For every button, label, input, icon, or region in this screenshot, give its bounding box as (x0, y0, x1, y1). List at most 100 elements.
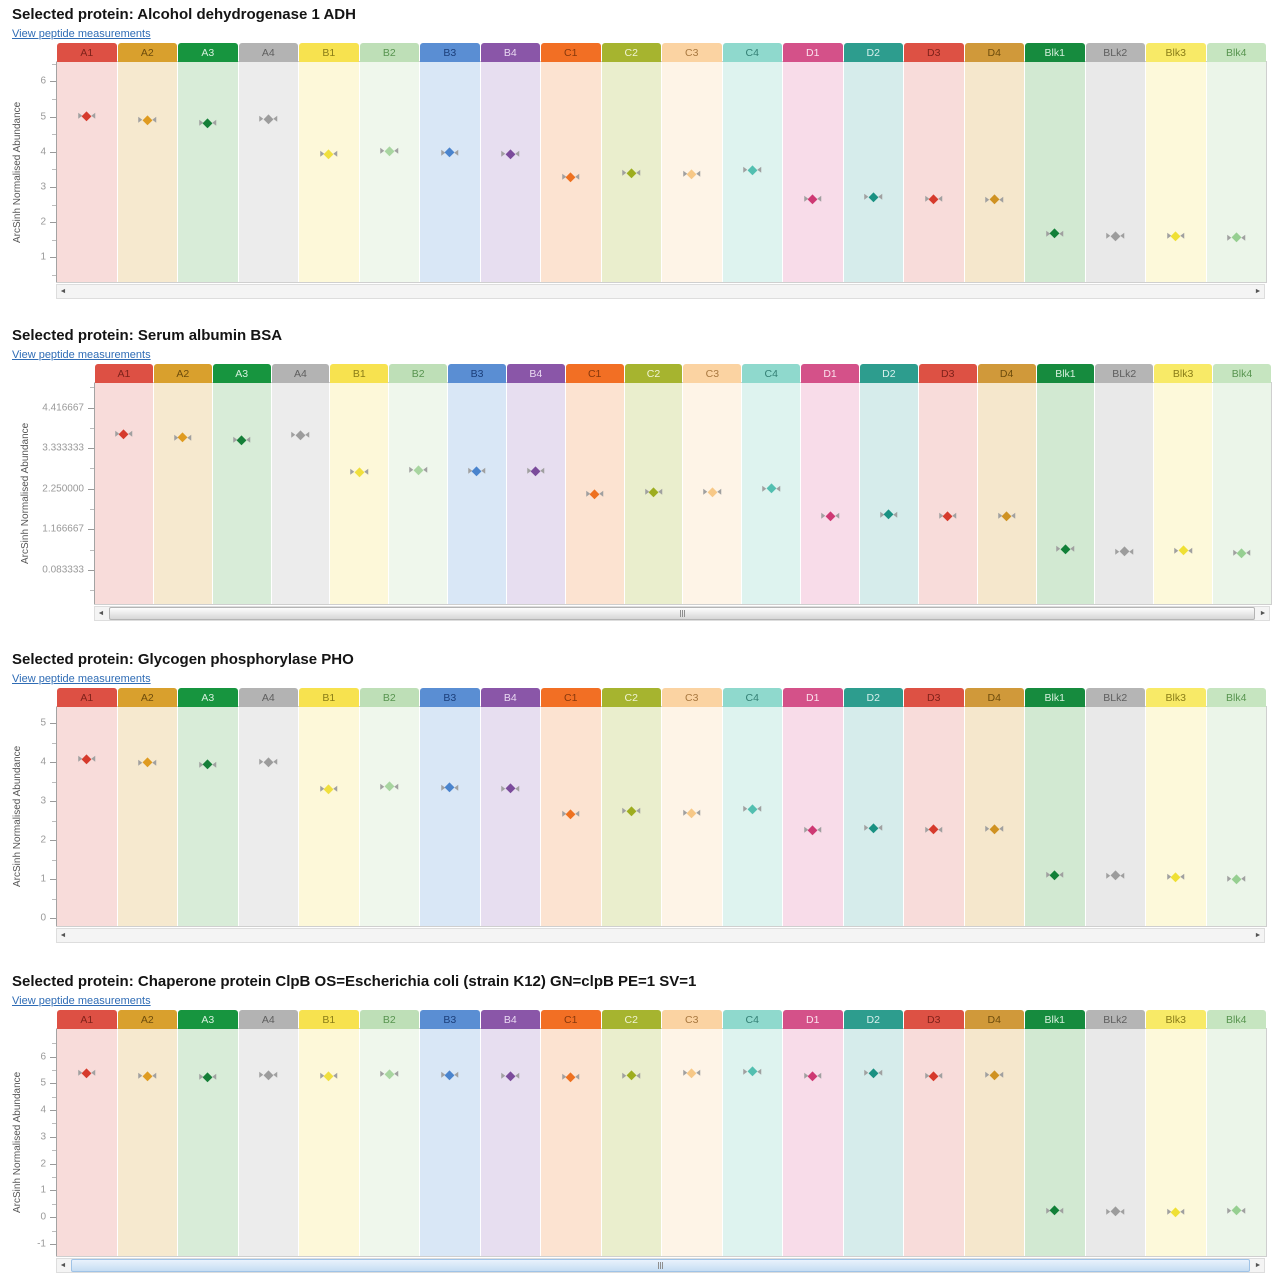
data-marker-A3[interactable] (199, 1072, 217, 1082)
column-header-Blk4[interactable]: Blk4 (1206, 688, 1266, 707)
data-marker-A1[interactable] (78, 111, 96, 121)
data-marker-Blk3[interactable] (1167, 230, 1185, 241)
column-header-C1[interactable]: C1 (541, 43, 601, 62)
column-header-B2[interactable]: B2 (359, 688, 419, 707)
data-marker-B2[interactable] (380, 1069, 398, 1079)
data-marker-Blk3[interactable] (1167, 1207, 1185, 1217)
view-peptide-measurements-link[interactable]: View peptide measurements (12, 28, 151, 40)
data-marker-C2[interactable] (622, 168, 640, 178)
data-marker-Blk1[interactable] (1056, 544, 1075, 554)
scroll-right-icon[interactable]: ► (1254, 1262, 1262, 1269)
column-header-C4[interactable]: C4 (722, 688, 782, 707)
scrollbar-thumb[interactable] (109, 607, 1255, 620)
column-header-A2[interactable]: A2 (117, 43, 177, 62)
data-marker-D4[interactable] (985, 1070, 1003, 1080)
data-marker-D1[interactable] (821, 511, 839, 521)
data-marker-BLk2[interactable] (1106, 1206, 1124, 1216)
h-scrollbar[interactable]: ◄ ► (56, 284, 1265, 299)
data-marker-C2[interactable] (644, 487, 663, 497)
column-header-B4[interactable]: B4 (506, 364, 565, 383)
data-marker-BLk2[interactable] (1115, 546, 1134, 557)
data-marker-C4[interactable] (743, 804, 761, 814)
data-marker-Blk1[interactable] (1046, 228, 1064, 239)
column-header-B4[interactable]: B4 (480, 688, 540, 707)
scroll-left-icon[interactable]: ◄ (59, 288, 67, 295)
column-header-A4[interactable]: A4 (238, 43, 298, 62)
column-header-Blk3[interactable]: Blk3 (1146, 1010, 1206, 1029)
data-marker-D3[interactable] (938, 511, 957, 521)
column-header-B2[interactable]: B2 (359, 1010, 419, 1029)
column-header-C2[interactable]: C2 (601, 688, 661, 707)
data-marker-Blk4[interactable] (1227, 1205, 1245, 1216)
data-marker-BLk2[interactable] (1106, 870, 1124, 880)
column-header-Blk4[interactable]: Blk4 (1213, 364, 1271, 383)
data-marker-B3[interactable] (468, 466, 486, 476)
data-marker-B4[interactable] (501, 1071, 519, 1081)
data-marker-C1[interactable] (562, 172, 580, 182)
column-header-B2[interactable]: B2 (359, 43, 419, 62)
data-marker-A1[interactable] (115, 429, 133, 439)
column-header-C2[interactable]: C2 (624, 364, 683, 383)
data-marker-A1[interactable] (78, 1068, 96, 1078)
h-scrollbar[interactable]: ◄ ► (94, 606, 1270, 621)
column-header-B3[interactable]: B3 (420, 43, 480, 62)
view-peptide-measurements-link[interactable]: View peptide measurements (12, 995, 151, 1007)
column-header-Blk3[interactable]: Blk3 (1154, 364, 1213, 383)
data-marker-C4[interactable] (743, 1066, 761, 1076)
column-header-D2[interactable]: D2 (843, 688, 903, 707)
column-header-A2[interactable]: A2 (117, 688, 177, 707)
column-header-D3[interactable]: D3 (904, 1010, 964, 1029)
column-header-C3[interactable]: C3 (662, 1010, 722, 1029)
data-marker-D2[interactable] (864, 192, 882, 202)
column-header-C2[interactable]: C2 (601, 43, 661, 62)
column-header-D2[interactable]: D2 (843, 43, 903, 62)
column-header-B3[interactable]: B3 (420, 1010, 480, 1029)
column-header-B1[interactable]: B1 (299, 1010, 359, 1029)
scroll-right-icon[interactable]: ► (1254, 288, 1262, 295)
data-marker-B4[interactable] (501, 148, 519, 159)
column-header-BLk2[interactable]: BLk2 (1085, 688, 1145, 707)
data-marker-A2[interactable] (138, 115, 156, 125)
data-marker-C1[interactable] (562, 1072, 580, 1082)
column-header-B1[interactable]: B1 (299, 43, 359, 62)
data-marker-A4[interactable] (259, 114, 277, 124)
column-header-A2[interactable]: A2 (117, 1010, 177, 1029)
data-marker-D2[interactable] (864, 823, 882, 833)
data-marker-C2[interactable] (622, 1070, 640, 1080)
data-marker-D3[interactable] (925, 824, 943, 834)
column-header-A2[interactable]: A2 (153, 364, 212, 383)
column-header-D2[interactable]: D2 (859, 364, 918, 383)
data-marker-D1[interactable] (804, 825, 822, 835)
data-marker-B1[interactable] (320, 784, 338, 794)
column-header-Blk3[interactable]: Blk3 (1146, 688, 1206, 707)
column-header-Blk1[interactable]: Blk1 (1036, 364, 1095, 383)
data-marker-D1[interactable] (804, 193, 822, 204)
column-header-A4[interactable]: A4 (238, 688, 298, 707)
data-marker-A2[interactable] (174, 432, 192, 442)
scroll-left-icon[interactable]: ◄ (97, 610, 105, 617)
column-header-D1[interactable]: D1 (783, 43, 843, 62)
column-header-D4[interactable]: D4 (977, 364, 1036, 383)
column-header-B4[interactable]: B4 (480, 1010, 540, 1029)
column-header-B3[interactable]: B3 (420, 688, 480, 707)
column-header-C4[interactable]: C4 (742, 364, 801, 383)
column-header-A3[interactable]: A3 (178, 688, 238, 707)
column-header-A1[interactable]: A1 (57, 688, 117, 707)
column-header-A1[interactable]: A1 (57, 1010, 117, 1029)
data-marker-D1[interactable] (804, 1070, 822, 1081)
data-marker-B2[interactable] (409, 465, 427, 475)
column-header-BLk2[interactable]: BLk2 (1095, 364, 1154, 383)
column-header-B1[interactable]: B1 (299, 688, 359, 707)
data-marker-A3[interactable] (199, 117, 217, 128)
data-marker-B3[interactable] (441, 147, 459, 158)
column-header-Blk4[interactable]: Blk4 (1206, 1010, 1266, 1029)
data-marker-A4[interactable] (291, 430, 310, 440)
column-header-D3[interactable]: D3 (904, 688, 964, 707)
column-header-D2[interactable]: D2 (843, 1010, 903, 1029)
column-header-C2[interactable]: C2 (601, 1010, 661, 1029)
column-header-A1[interactable]: A1 (57, 43, 117, 62)
data-marker-C3[interactable] (703, 487, 722, 497)
data-marker-C1[interactable] (562, 809, 580, 819)
column-header-B1[interactable]: B1 (330, 364, 389, 383)
data-marker-B4[interactable] (527, 466, 545, 476)
